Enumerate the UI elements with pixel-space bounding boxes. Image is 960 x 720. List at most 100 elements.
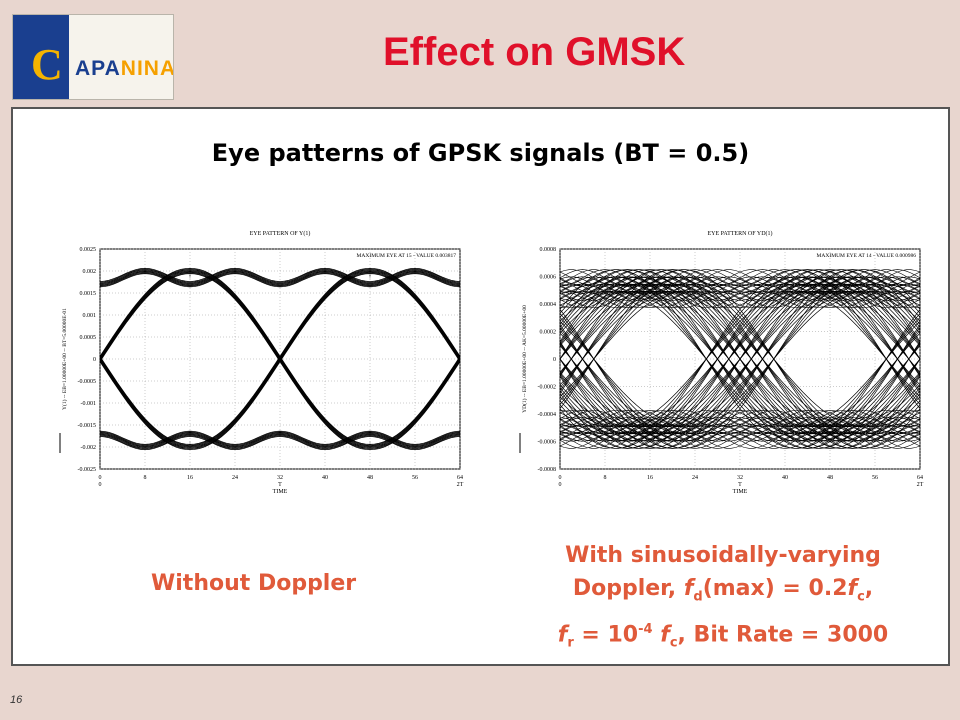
x-axis-label: TIME [733, 489, 748, 495]
x-tick-label: 56 [412, 475, 418, 481]
eye-trace [559, 276, 921, 442]
eye-trace [559, 290, 921, 428]
eye-trace [99, 434, 461, 449]
x-tick-label: 64 [457, 475, 463, 481]
x-tick-label: 32 [737, 475, 743, 481]
eye-trace [559, 290, 921, 428]
content-frame: Eye patterns of GPSK signals (BT = 0.5) … [11, 107, 950, 666]
x-tick-label: 64 [917, 475, 923, 481]
sample-marker: ↓ [188, 440, 192, 448]
eye-trace [559, 269, 921, 287]
eye-trace [559, 283, 921, 435]
chart-title: EYE PATTERN OF YD(1) [707, 230, 772, 237]
eye-trace [559, 283, 921, 435]
eye-trace [559, 276, 921, 294]
caption-without-doppler: Without Doppler [151, 571, 357, 596]
eye-trace [99, 273, 461, 451]
logo-word: APANINA [75, 57, 174, 80]
slide-subtitle: Eye patterns of GPSK signals (BT = 0.5) [211, 139, 750, 167]
eye-trace [99, 270, 461, 448]
eye-trace [559, 269, 921, 449]
y-tick-label: 0.0005 [80, 335, 97, 341]
x-tick-label: 48 [827, 475, 833, 481]
y-tick-label: -0.0002 [538, 385, 557, 391]
eye-trace [99, 268, 461, 283]
y-tick-label: 0.0008 [540, 247, 557, 253]
x-tick-label: 32 [277, 475, 283, 481]
eye-trace [559, 283, 921, 435]
eye-trace [559, 276, 921, 442]
eye-trace [559, 269, 921, 449]
y-tick-label: -0.0005 [78, 379, 97, 385]
sample-marker: ↓ [368, 440, 372, 448]
eye-trace [559, 283, 921, 435]
x-tick-label: 56 [872, 475, 878, 481]
caption-with-doppler: With sinusoidally-varying Doppler, fd(ma… [503, 539, 943, 660]
eye-trace [559, 417, 921, 435]
eye-trace [99, 272, 461, 450]
y-tick-label: 0.0002 [540, 330, 557, 336]
eye-trace [99, 269, 461, 284]
eye-trace [559, 417, 921, 435]
x-tick-label: 8 [144, 475, 147, 481]
eye-trace [559, 424, 921, 442]
x-tick-sublabel: 0 [99, 482, 102, 488]
eye-trace [559, 410, 921, 428]
eye-trace [559, 290, 921, 308]
eye-trace [559, 410, 921, 428]
eye-trace [559, 269, 921, 449]
eye-trace [559, 283, 921, 301]
x-tick-label: 0 [559, 475, 562, 481]
y-tick-label: 0.0025 [80, 247, 97, 253]
eye-trace [559, 276, 921, 442]
x-tick-sublabel: 2T [457, 482, 464, 488]
x-tick-sublabel: 0 [559, 482, 562, 488]
eye-trace [559, 290, 921, 428]
eye-trace [99, 430, 461, 445]
eye-trace [99, 272, 461, 287]
eye-trace [559, 283, 921, 435]
eye-trace [559, 276, 921, 442]
y-tick-label: 0.0015 [80, 291, 97, 297]
chart-title: EYE PATTERN OF Y(1) [250, 230, 311, 237]
logo-star-field [13, 15, 69, 99]
x-tick-sublabel: T [278, 482, 282, 488]
slide-title: Effect on GMSK [383, 30, 686, 74]
eye-trace [99, 435, 461, 451]
y-axis-label: YD(1) -- EB=1.00000E+00 -- AK=5.00000E+0… [521, 305, 528, 413]
chart-annotation: MAXIMUM EYE AT 15 - VALUE 0.003817 [357, 253, 457, 259]
y-tick-label: 0 [553, 357, 556, 363]
eye-trace [99, 273, 461, 288]
y-tick-label: 0.0006 [540, 275, 557, 281]
eye-trace [559, 424, 921, 442]
x-axis-label: TIME [273, 489, 288, 495]
eye-trace [559, 424, 921, 442]
eye-trace [99, 267, 461, 283]
eye-trace [99, 431, 461, 446]
eye-trace [559, 269, 921, 449]
eye-trace [559, 269, 921, 449]
eye-trace [559, 276, 921, 294]
y-tick-label: 0.0004 [540, 302, 557, 308]
x-tick-sublabel: 2T [917, 482, 924, 488]
eye-trace [559, 290, 921, 308]
eye-trace [559, 290, 921, 428]
eye-trace [559, 431, 921, 449]
y-tick-label: -0.002 [81, 445, 97, 451]
eye-trace [99, 269, 461, 447]
eye-trace [559, 283, 921, 301]
y-tick-label: 0 [93, 357, 96, 363]
eye-trace [559, 290, 921, 308]
x-tick-label: 48 [367, 475, 373, 481]
y-tick-label: -0.0004 [538, 412, 557, 418]
y-tick-label: -0.0006 [538, 440, 557, 446]
chart-annotation: MAXIMUM EYE AT 14 - VALUE 0.000986 [817, 253, 917, 259]
x-tick-label: 40 [782, 475, 788, 481]
eye-trace [559, 410, 921, 428]
eye-trace [99, 268, 461, 446]
eye-trace [559, 290, 921, 428]
y-tick-label: -0.001 [81, 401, 97, 407]
y-tick-label: -0.0008 [538, 467, 557, 473]
y-axis-label: Y(1) -- EB=1.00000E+00 -- BT=5.00000E-01 [61, 308, 68, 410]
